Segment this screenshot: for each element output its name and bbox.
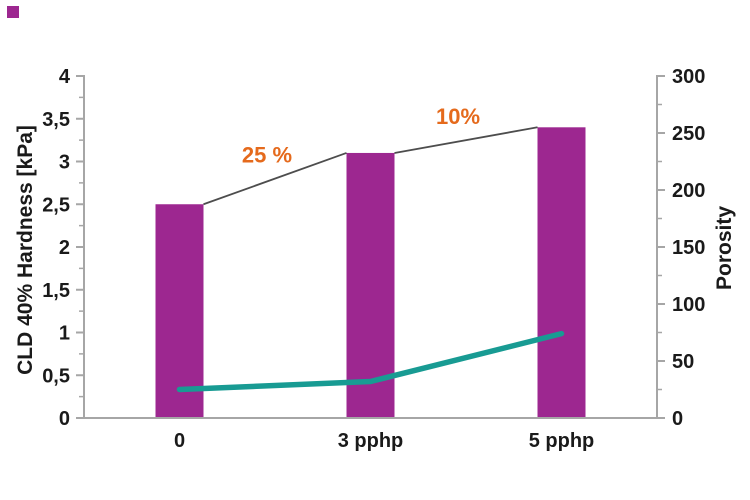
left-axis-tick-label: 3 (59, 152, 70, 174)
left-axis-title: CLD 40% Hardness [kPa] (14, 125, 37, 375)
left-axis-tick-label: 0 (59, 408, 70, 430)
bar-top-connector-line (203, 126, 538, 206)
porosity-line (176, 330, 565, 393)
left-axis-tick-label: 1,5 (42, 280, 70, 302)
left-axis-tick-label: 2 (59, 237, 70, 259)
x-axis-category-label: 3 pphp (338, 430, 404, 452)
right-axis-tick-label: 300 (672, 66, 705, 88)
right-axis-tick-label: 0 (672, 408, 683, 430)
right-axis-tick-label: 150 (672, 237, 705, 259)
hardness-bar-0 (155, 204, 204, 418)
left-axis-tick-label: 3,5 (42, 109, 70, 131)
right-axis-tick-label: 250 (672, 123, 705, 145)
left-axis-tick-label: 0,5 (42, 365, 70, 387)
right-axis-tick-label: 50 (672, 351, 694, 373)
right-axis-tick-label: 200 (672, 180, 705, 202)
right-axis-tick-label: 100 (672, 294, 705, 316)
right-axis-title: Porosity (713, 206, 736, 290)
left-axis-tick-label: 2,5 (42, 194, 70, 216)
percent-increase-annotation: 25 % (242, 143, 292, 168)
x-axis-category-label: 5 pphp (529, 430, 595, 452)
left-axis-tick-label: 1 (59, 323, 70, 345)
percent-increase-annotation: 10% (436, 104, 480, 129)
left-axis-tick-label: 4 (59, 66, 71, 88)
hardness-bar-5 pphp (537, 127, 586, 419)
hardness-bar-3 pphp (346, 152, 395, 418)
corner-brand-mark (7, 6, 19, 18)
x-axis-category-label: 0 (174, 430, 185, 452)
